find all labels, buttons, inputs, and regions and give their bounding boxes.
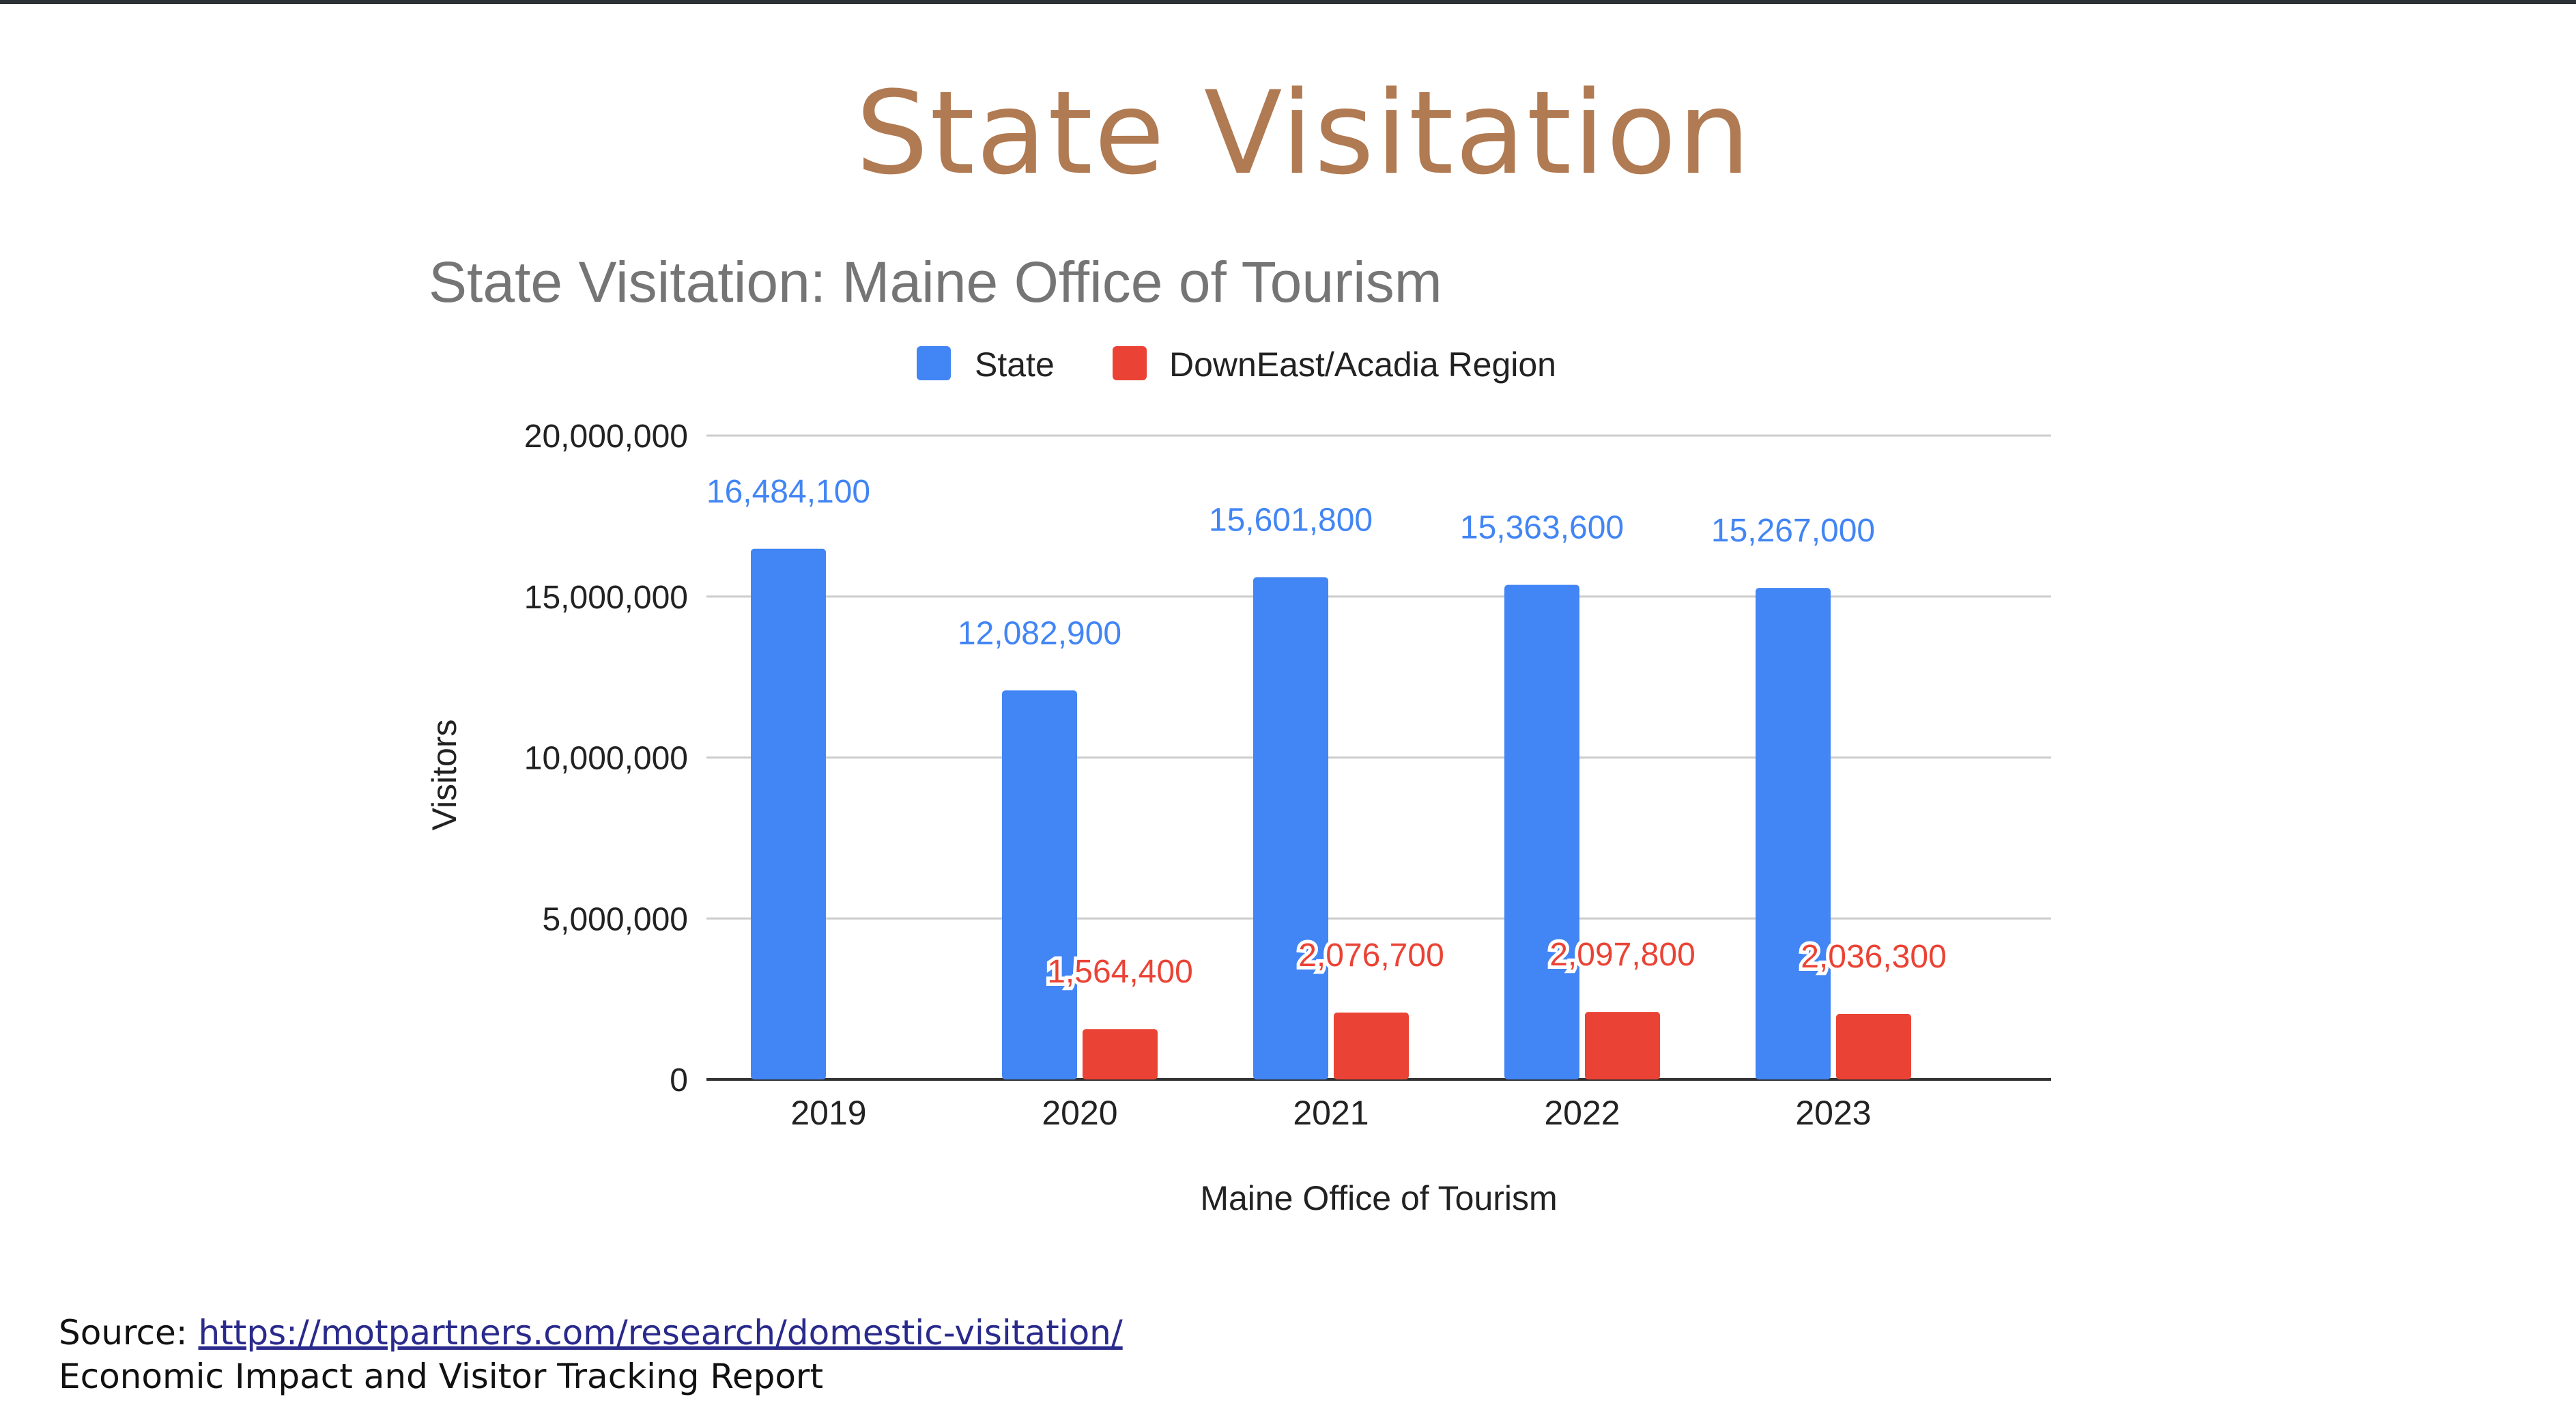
y-tick-label: 20,000,000: [524, 419, 688, 455]
y-axis-title: Visitors: [425, 719, 463, 830]
bar-region: [1585, 1012, 1660, 1079]
bar-state: [1756, 588, 1831, 1079]
bar-state: [1002, 690, 1077, 1079]
data-label: 12,082,900: [958, 615, 1121, 651]
x-axis-title: Maine Office of Tourism: [1200, 1179, 1557, 1217]
source-line: Source: https://motpartners.com/research…: [59, 1311, 1123, 1355]
x-tick-label: 2021: [1293, 1094, 1369, 1132]
slide-title: State Visitation: [855, 66, 1752, 200]
data-label: 2,036,300: [1801, 939, 1947, 975]
data-label: 16,484,100: [706, 474, 870, 510]
data-label: 1,564,400: [1047, 954, 1193, 990]
report-name: Economic Impact and Visitor Tracking Rep…: [59, 1357, 824, 1396]
x-tick-label: 2023: [1795, 1094, 1871, 1132]
legend-swatch: [1113, 346, 1147, 380]
data-label: 15,363,600: [1460, 510, 1624, 546]
bar-region: [1836, 1013, 1911, 1079]
source-block: Source: https://motpartners.com/research…: [59, 1311, 1123, 1398]
x-tick-label: 2019: [790, 1094, 866, 1132]
bar-state: [1504, 584, 1579, 1079]
source-prefix: Source:: [59, 1313, 199, 1353]
chart-title: State Visitation: Maine Office of Touris…: [429, 250, 1442, 314]
data-label: 15,601,800: [1209, 502, 1373, 538]
legend-label: State: [975, 345, 1055, 384]
legend-label: DownEast/Acadia Region: [1169, 345, 1556, 384]
y-tick-label: 15,000,000: [524, 580, 688, 616]
bar-state: [1253, 577, 1328, 1079]
bar-state: [751, 548, 826, 1079]
legend-swatch: [917, 346, 951, 380]
bar-chart: 0 5,000,000 10,000,000 15,000,000 20,000,000…: [425, 345, 2051, 1217]
data-label: 2,076,700: [1298, 937, 1444, 974]
x-tick-label: 2022: [1544, 1094, 1620, 1132]
bar-region: [1334, 1013, 1409, 1079]
bar-region: [1083, 1029, 1158, 1079]
x-tick-label: 2020: [1042, 1094, 1117, 1132]
y-tick-label: 5,000,000: [542, 901, 688, 937]
source-link[interactable]: https://motpartners.com/research/domesti…: [198, 1313, 1123, 1353]
y-tick-label: 0: [670, 1062, 688, 1099]
data-label: 2,097,800: [1549, 937, 1695, 973]
data-label: 15,267,000: [1711, 513, 1875, 549]
slide-top-border: [0, 0, 2576, 4]
y-tick-label: 10,000,000: [524, 741, 688, 777]
